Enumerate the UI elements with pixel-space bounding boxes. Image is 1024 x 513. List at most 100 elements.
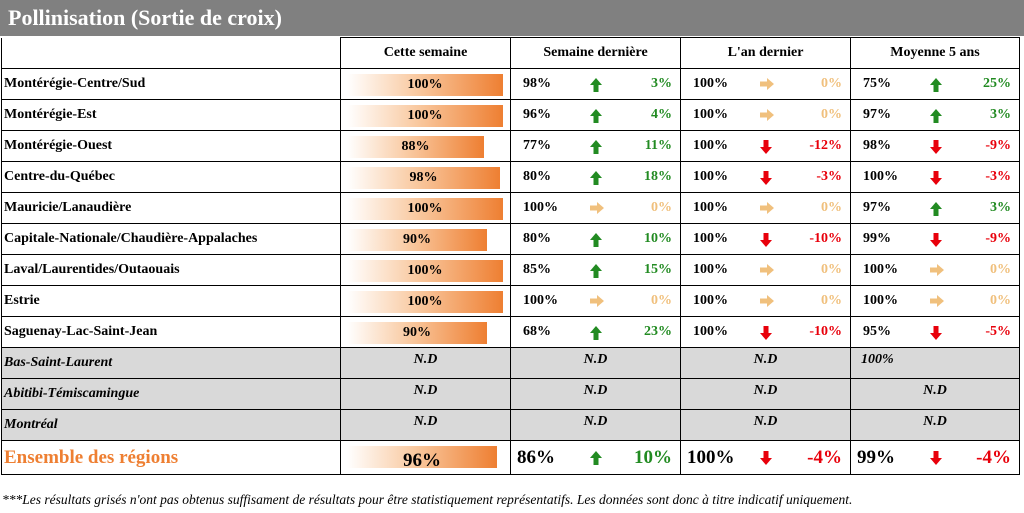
arrow-right-icon — [760, 295, 774, 307]
progress-bar: 100% — [347, 260, 503, 282]
last-week-value: 77% — [523, 138, 551, 153]
arrow-down-icon — [930, 326, 942, 340]
region-name: Montérégie-Est — [1, 99, 341, 131]
arrow-down-icon — [930, 233, 942, 247]
avg-5yr-cell: 95% -5% — [850, 316, 1020, 348]
last-week-value: N.D — [510, 409, 681, 441]
avg-5yr-value: 100% — [863, 293, 898, 308]
last-year-diff: 0% — [821, 107, 842, 122]
last-week-cell: 96% 4% — [510, 99, 681, 131]
region-name: Bas-Saint-Laurent — [1, 347, 341, 379]
this-week-cell: 100% — [340, 99, 511, 131]
last-year-value: 100% — [693, 293, 728, 308]
progress-bar: 100% — [347, 105, 503, 127]
arrow-up-icon — [590, 171, 602, 185]
region-name: Montréal — [1, 409, 341, 441]
progress-bar: 100% — [347, 291, 503, 313]
table-row: Estrie 100% 100% 0% 100% 0% 100% 0% — [1, 285, 1020, 317]
this-week-value: N.D — [340, 409, 511, 441]
arrow-down-icon — [930, 451, 942, 465]
progress-bar: 100% — [347, 74, 503, 96]
avg-5yr-cell: 99% -4% — [850, 440, 1020, 475]
header-last-year: L'an dernier — [680, 37, 851, 69]
this-week-value: 90% — [403, 232, 431, 247]
last-week-value: 80% — [523, 231, 551, 246]
region-name: Abitibi-Témiscamingue — [1, 378, 341, 410]
last-week-cell: 68% 23% — [510, 316, 681, 348]
avg-5yr-cell: 100% 0% — [850, 285, 1020, 317]
title-bar: Pollinisation (Sortie de croix) — [0, 0, 1024, 36]
arrow-down-icon — [760, 326, 772, 340]
arrow-up-icon — [590, 109, 602, 123]
arrow-right-icon — [760, 109, 774, 121]
avg-5yr-cell: 75% 25% — [850, 68, 1020, 100]
arrow-up-icon — [590, 264, 602, 278]
arrow-up-icon — [590, 451, 602, 465]
avg-5yr-value: 100% — [863, 169, 898, 184]
last-week-diff: 10% — [644, 231, 672, 246]
arrow-down-icon — [760, 451, 772, 465]
last-year-diff: 0% — [821, 76, 842, 91]
this-week-value: N.D — [340, 347, 511, 379]
last-week-cell: 77% 11% — [510, 130, 681, 162]
last-year-diff: -4% — [807, 447, 842, 468]
table-row: Montérégie-Centre/Sud 100% 98% 3% 100% 0% 75% 2… — [1, 68, 1020, 100]
header-5yr-average: Moyenne 5 ans — [850, 37, 1020, 69]
arrow-down-icon — [930, 140, 942, 154]
arrow-up-icon — [590, 140, 602, 154]
avg-5yr-value: N.D — [850, 378, 1020, 410]
last-year-diff: -12% — [809, 138, 842, 153]
last-week-value: 68% — [523, 324, 551, 339]
last-week-diff: 0% — [651, 200, 672, 215]
last-year-cell: 100% -12% — [680, 130, 851, 162]
last-year-cell: 100% 0% — [680, 192, 851, 224]
avg-5yr-value: 99% — [863, 231, 891, 246]
region-name: Montérégie-Centre/Sud — [1, 68, 341, 100]
avg-5yr-diff: 3% — [990, 200, 1011, 215]
progress-bar: 90% — [347, 229, 487, 251]
last-week-cell: 98% 3% — [510, 68, 681, 100]
avg-5yr-diff: -3% — [985, 169, 1011, 184]
avg-5yr-value: 97% — [863, 200, 891, 215]
this-week-value: N.D — [340, 378, 511, 410]
header-this-week: Cette semaine — [340, 37, 511, 69]
this-week-cell: 96% — [340, 440, 511, 475]
avg-5yr-diff: -9% — [985, 231, 1011, 246]
avg-5yr-cell: 100% -3% — [850, 161, 1020, 193]
this-week-cell: 88% — [340, 130, 511, 162]
last-week-diff: 10% — [634, 447, 672, 468]
arrow-down-icon — [760, 171, 772, 185]
region-name: Montérégie-Ouest — [1, 130, 341, 162]
last-year-cell: 100% 0% — [680, 254, 851, 286]
this-week-cell: 90% — [340, 223, 511, 255]
last-week-value: 100% — [523, 293, 558, 308]
this-week-cell: 90% — [340, 316, 511, 348]
arrow-up-icon — [590, 78, 602, 92]
this-week-cell: 98% — [340, 161, 511, 193]
region-name: Capitale-Nationale/Chaudière-Appalaches — [1, 223, 341, 255]
avg-5yr-cell: 97% 3% — [850, 99, 1020, 131]
last-year-diff: -3% — [816, 169, 842, 184]
last-week-cell: 80% 18% — [510, 161, 681, 193]
last-week-value: 85% — [523, 262, 551, 277]
last-week-value: N.D — [510, 378, 681, 410]
total-region-name: Ensemble des régions — [1, 440, 341, 475]
region-name: Saguenay-Lac-Saint-Jean — [1, 316, 341, 348]
this-week-cell: 100% — [340, 192, 511, 224]
last-year-value: 100% — [693, 200, 728, 215]
last-week-diff: 18% — [644, 169, 672, 184]
this-week-value: 100% — [407, 201, 443, 216]
this-week-value: 88% — [401, 139, 430, 154]
this-week-cell: 100% — [340, 285, 511, 317]
avg-5yr-value: 100% — [850, 347, 1020, 379]
progress-bar: 88% — [347, 136, 484, 158]
arrow-right-icon — [590, 295, 604, 307]
arrow-down-icon — [760, 233, 772, 247]
arrow-down-icon — [930, 171, 942, 185]
avg-5yr-diff: -9% — [985, 138, 1011, 153]
arrow-up-icon — [930, 78, 942, 92]
table-row: Saguenay-Lac-Saint-Jean 90% 68% 23% 100% -10%… — [1, 316, 1020, 348]
arrow-right-icon — [930, 295, 944, 307]
last-week-value: 80% — [523, 169, 551, 184]
this-week-value: 100% — [407, 108, 443, 123]
